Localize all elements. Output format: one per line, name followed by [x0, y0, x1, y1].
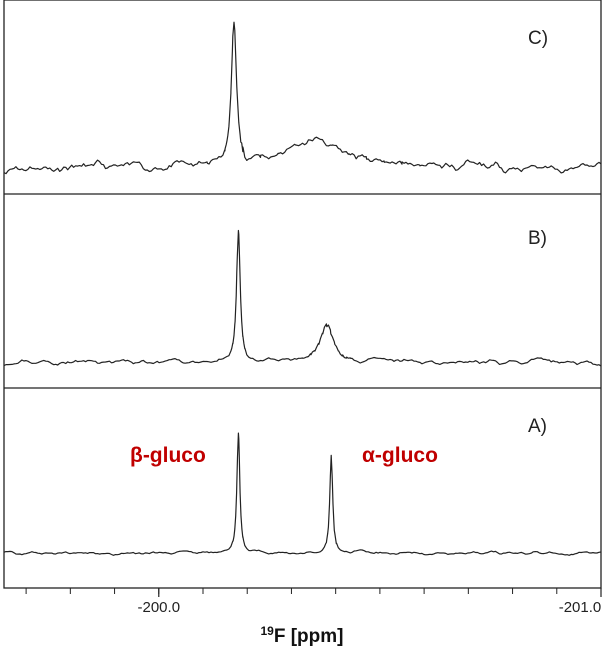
panel-label-a: A): [528, 416, 547, 437]
alpha-gluco-label: α-gluco: [362, 444, 438, 467]
x-tick-label: -200.0: [138, 599, 181, 616]
spectrum-line-c: [3, 21, 602, 175]
x-axis-title: 19F [ppm]: [260, 624, 343, 647]
panel-label-b: B): [528, 228, 547, 249]
x-axis-title-text: F [ppm]: [274, 626, 344, 647]
beta-gluco-label: β-gluco: [130, 444, 206, 467]
spectrum-line-b: [3, 229, 602, 367]
panel-label-c: C): [528, 28, 548, 49]
x-axis-title-superscript: 19: [260, 624, 274, 638]
x-axis: -200.0 -201.0: [25, 588, 602, 616]
x-tick-label: -201.0: [559, 599, 602, 616]
spectrum-line-a: [3, 432, 602, 556]
plot-frame: [3, 0, 602, 589]
spectra-layer: [3, 21, 602, 556]
